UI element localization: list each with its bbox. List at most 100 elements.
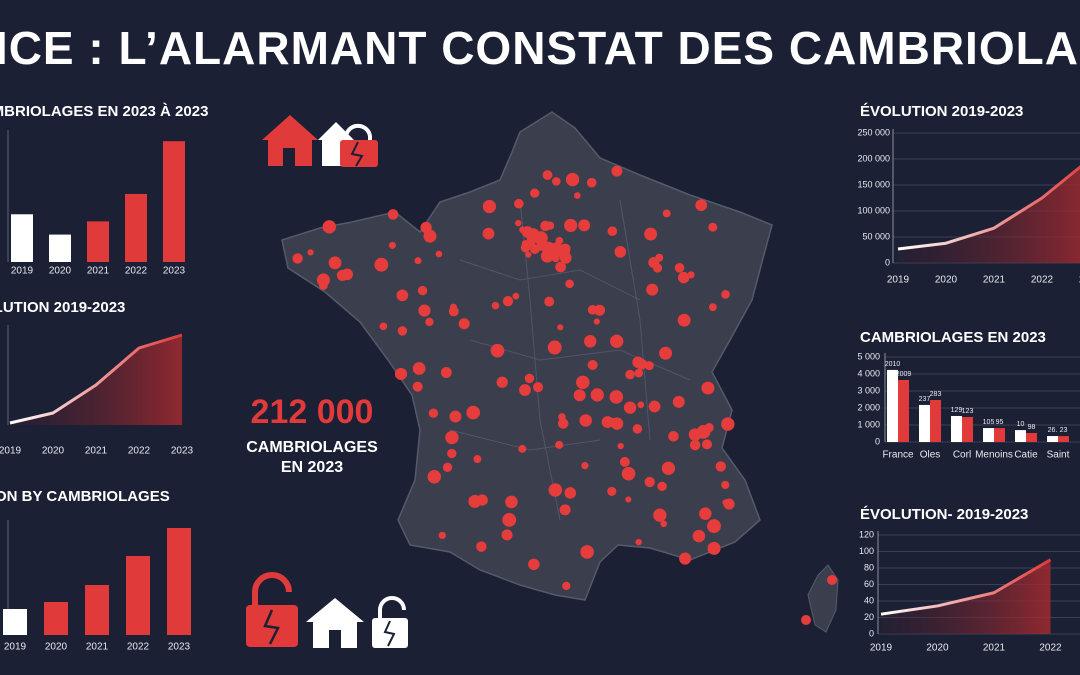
map-dot [715, 461, 726, 472]
bar-annotation: 123 [962, 408, 974, 415]
map-dot [635, 538, 642, 546]
headline-sublabel: EN 2023 [281, 459, 343, 476]
map-dot [438, 531, 446, 540]
map-dot [379, 322, 388, 331]
map-dot [541, 241, 555, 255]
map-dot [581, 461, 589, 470]
map-dot [708, 222, 718, 232]
map-dot [668, 431, 679, 442]
map-dot [544, 254, 551, 262]
map-dot [428, 408, 439, 418]
map-dot [427, 469, 442, 484]
map-dot [593, 318, 600, 325]
y-tick-label: 4 000 [857, 368, 880, 378]
map-dot [505, 495, 518, 509]
map-dot [322, 220, 336, 234]
map-dot [692, 529, 706, 543]
x-tick-label: 2020 [49, 266, 72, 277]
map-dot [542, 170, 553, 180]
x-tick-label: 2023 [1079, 275, 1080, 286]
bar-annotation: 2010 [885, 361, 901, 368]
bar [125, 193, 147, 262]
map-dot [548, 483, 563, 497]
map-dot [515, 219, 522, 227]
map-dot [553, 241, 560, 249]
y-tick-label: 60 [864, 579, 874, 589]
map-dot [502, 512, 517, 527]
map-dot [525, 251, 532, 258]
bar [1047, 436, 1058, 442]
chart-title: CAMBRIOLAGES EN 2023 [860, 329, 1046, 346]
map-dot [623, 401, 637, 414]
lock-crack [263, 609, 280, 645]
y-tick-label: 5 000 [857, 351, 880, 361]
map-dot [412, 362, 426, 375]
map-dot [491, 301, 500, 310]
map-dot [827, 575, 837, 585]
headline-value: 212 000 [251, 393, 374, 431]
area [898, 167, 1080, 263]
y-tick-label: 200 000 [857, 153, 890, 163]
bar [962, 417, 973, 442]
map-dot [573, 192, 581, 199]
map-dot [440, 367, 452, 378]
map-dot [445, 430, 459, 445]
map-dot [648, 256, 660, 268]
map-dot [672, 395, 685, 408]
map-dot [610, 334, 624, 348]
map-dot [518, 444, 527, 453]
map-dot [449, 410, 462, 423]
map-dot [609, 417, 617, 426]
chart-title: ÉVOLUTION- 2019-2023 [860, 506, 1028, 523]
x-tick-label: Saint [1047, 450, 1070, 461]
bar [1026, 432, 1037, 442]
map-dot [644, 361, 654, 371]
map-dot [701, 381, 715, 395]
x-tick-label: 2019 [887, 275, 910, 286]
x-tick-label: 2021 [85, 446, 108, 457]
bar [87, 221, 109, 262]
map-dot [328, 256, 342, 270]
x-tick-label: Catie [1014, 450, 1038, 461]
map-dot [414, 257, 422, 265]
map-dot [557, 418, 569, 429]
map-dot [573, 389, 586, 402]
y-tick-label: 100 000 [857, 205, 890, 215]
bar [85, 585, 109, 635]
map-dot [701, 439, 712, 450]
map-dot [617, 442, 624, 450]
bar [49, 234, 71, 262]
bar [1058, 436, 1069, 442]
map-dot [611, 165, 623, 177]
map-dot [525, 230, 536, 241]
bar-annotation: 23 [1060, 427, 1068, 434]
headline-label: CAMBRIOLAGES [246, 439, 378, 456]
x-tick-label: 2019 [0, 446, 22, 457]
y-tick-label: 0 [885, 257, 890, 267]
bar [983, 428, 994, 442]
chart-title: CAMBRIOLAGES EN 2023 À 2023 [0, 103, 208, 120]
map-dot [632, 424, 643, 434]
map-dot [558, 413, 566, 421]
map-dot [587, 359, 598, 370]
bar [3, 609, 27, 635]
map-dot [644, 476, 655, 488]
map-dot [423, 229, 437, 243]
map-dot [525, 237, 536, 248]
y-tick-label: 0 [875, 436, 880, 446]
bar-annotation: 10 [1017, 421, 1025, 428]
house-door [329, 630, 341, 648]
map-dot [576, 375, 590, 390]
lock-crack [383, 620, 396, 647]
map-dot [533, 382, 544, 393]
x-tick-label: 2020 [935, 275, 958, 286]
map-dot [544, 296, 555, 307]
map-dot [555, 440, 564, 449]
line [880, 558, 1052, 616]
bar-annotation: 237 [919, 396, 931, 403]
chart-title: ÉVOLUTION 2019-2023 [0, 299, 125, 316]
map-dot [476, 541, 487, 552]
x-tick-label: 2023 [168, 642, 191, 653]
map-dot [482, 199, 497, 214]
